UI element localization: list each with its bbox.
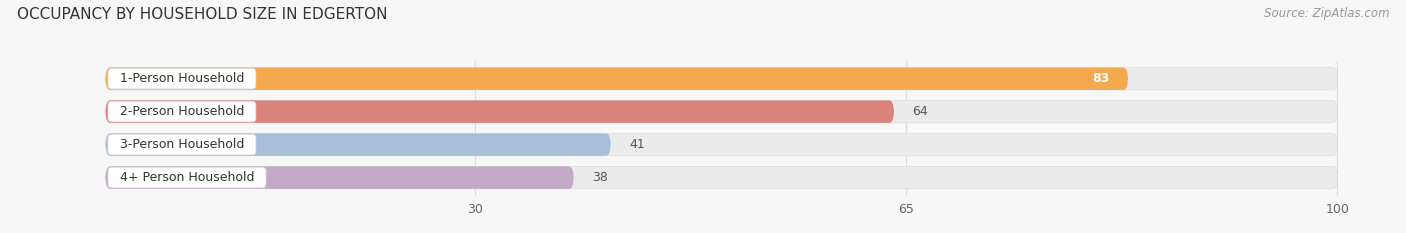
FancyBboxPatch shape	[105, 166, 574, 189]
FancyBboxPatch shape	[105, 100, 1337, 123]
Text: 3-Person Household: 3-Person Household	[111, 138, 252, 151]
Text: 64: 64	[912, 105, 928, 118]
FancyBboxPatch shape	[105, 134, 610, 156]
FancyBboxPatch shape	[105, 100, 894, 123]
Text: Source: ZipAtlas.com: Source: ZipAtlas.com	[1264, 7, 1389, 20]
FancyBboxPatch shape	[105, 134, 1337, 156]
FancyBboxPatch shape	[105, 166, 1337, 189]
FancyBboxPatch shape	[105, 68, 1337, 90]
Text: 4+ Person Household: 4+ Person Household	[111, 171, 263, 184]
Text: 1-Person Household: 1-Person Household	[111, 72, 252, 85]
Text: 41: 41	[628, 138, 645, 151]
Text: 2-Person Household: 2-Person Household	[111, 105, 252, 118]
Text: 83: 83	[1092, 72, 1109, 85]
Text: 38: 38	[592, 171, 607, 184]
Text: OCCUPANCY BY HOUSEHOLD SIZE IN EDGERTON: OCCUPANCY BY HOUSEHOLD SIZE IN EDGERTON	[17, 7, 388, 22]
FancyBboxPatch shape	[105, 68, 1128, 90]
